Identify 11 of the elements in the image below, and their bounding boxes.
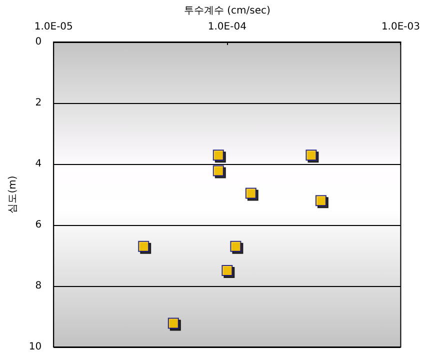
y-tick-label: 4 xyxy=(35,158,42,170)
y-axis-title: 심도(m) xyxy=(8,176,18,214)
x-tick-label: 1.0E-05 xyxy=(34,22,73,32)
y-tick-label: 2 xyxy=(35,98,42,108)
y-tick-label: 0 xyxy=(35,36,42,48)
x-tick-label: 1.0E-03 xyxy=(381,22,420,32)
x-tick-label: 1.0E-04 xyxy=(208,22,246,32)
x-axis-title: 투수계수 (cm/sec) xyxy=(184,6,270,16)
y-tick-label: 6 xyxy=(35,220,42,230)
y-tick-label: 8 xyxy=(35,280,42,292)
y-tick-label: 10 xyxy=(28,342,42,352)
